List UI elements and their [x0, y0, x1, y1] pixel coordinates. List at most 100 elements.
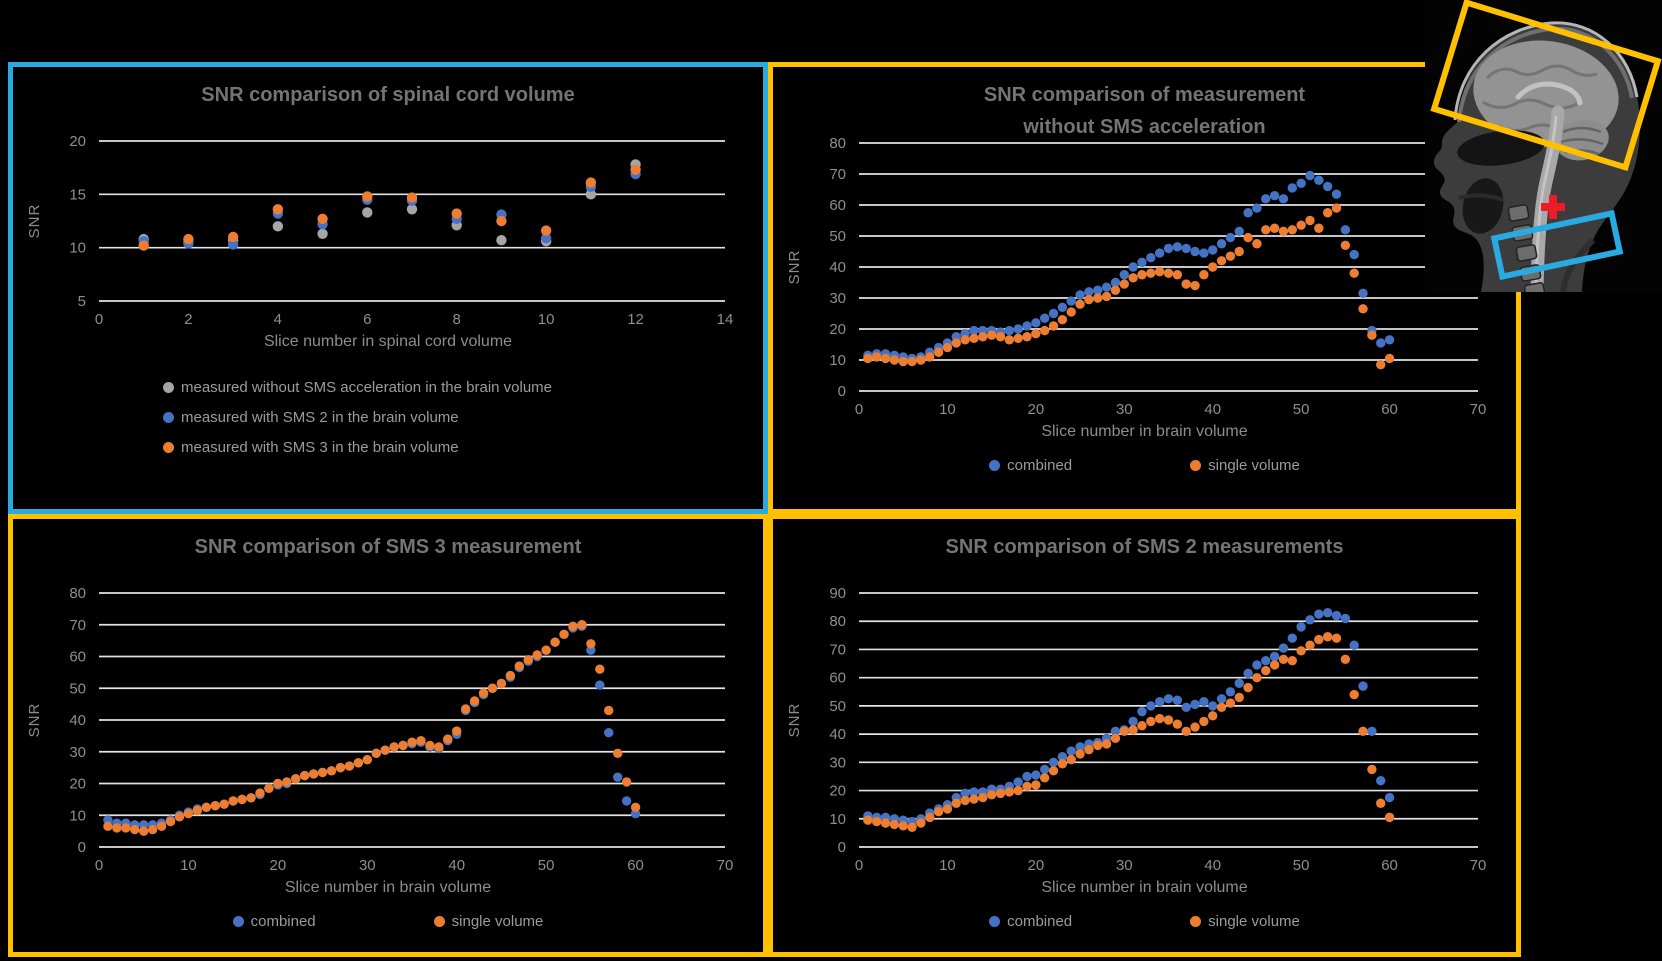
data-point [264, 783, 274, 793]
x-tick-label: 20 [1028, 857, 1045, 874]
data-point [291, 774, 301, 784]
data-point [1146, 268, 1156, 278]
data-point [1031, 318, 1041, 328]
legend-item: combined [232, 913, 316, 930]
data-point [1181, 243, 1191, 254]
legend-item: measured with SMS 2 in the brain volume [163, 409, 459, 426]
data-point [1314, 175, 1324, 185]
y-tick-label: 20 [69, 133, 86, 150]
data-point [969, 794, 979, 804]
data-point [577, 620, 587, 630]
legend-label: measured with SMS 3 in the brain volume [181, 439, 459, 456]
y-tick-label: 20 [829, 783, 846, 800]
data-point [138, 240, 149, 251]
data-point [1225, 698, 1236, 708]
data-point [1252, 672, 1262, 683]
data-point [1093, 740, 1103, 751]
data-point [1093, 293, 1103, 303]
data-point [192, 805, 203, 816]
data-point [916, 818, 926, 828]
data-point [1340, 613, 1351, 624]
data-point [1110, 285, 1121, 295]
data-point [1278, 226, 1289, 237]
data-point [1101, 739, 1112, 749]
data-point [1216, 702, 1227, 712]
data-point [540, 232, 552, 244]
data-point [1208, 701, 1218, 711]
sms2-chart-panel: SNR comparison of SMS 2 measurements 0 10… [768, 514, 1521, 957]
data-point [898, 356, 908, 367]
data-point [1269, 191, 1280, 201]
y-tick-label: 50 [69, 680, 86, 697]
data-point [604, 728, 614, 738]
x-tick-label: 30 [359, 857, 376, 874]
y-tick-label: 80 [829, 135, 846, 152]
legend-label: measured with SMS 2 in the brain volume [181, 409, 459, 426]
data-point [1349, 689, 1359, 700]
y-tick-label: 0 [78, 839, 86, 856]
data-point [1322, 181, 1333, 192]
data-point [406, 204, 418, 215]
data-point [1031, 780, 1041, 790]
y-tick-label: 5 [78, 293, 86, 310]
legend-label: combined [1007, 457, 1073, 474]
data-point [960, 795, 970, 806]
data-point [969, 333, 979, 343]
data-point [1190, 246, 1200, 257]
data-point [1057, 751, 1068, 762]
data-point [1314, 634, 1324, 645]
data-point [1146, 253, 1156, 263]
data-point [986, 790, 997, 800]
data-point [121, 823, 131, 833]
data-point [889, 355, 900, 365]
data-point [425, 740, 435, 751]
data-point [1031, 328, 1041, 339]
data-point [871, 352, 882, 362]
data-point [1048, 766, 1059, 776]
data-point [1269, 223, 1280, 233]
legend-label: single volume [1208, 457, 1300, 474]
data-point [1367, 726, 1377, 736]
data-point [595, 680, 605, 690]
data-point [1331, 633, 1342, 643]
x-axis-label: Slice number in brain volume [1041, 879, 1248, 896]
data-point [1384, 792, 1395, 803]
y-tick-label: 70 [829, 166, 846, 183]
data-point [889, 819, 900, 830]
y-tick-label: 60 [69, 649, 86, 666]
x-tick-label: 12 [627, 311, 644, 328]
data-point [282, 777, 292, 787]
data-point [1367, 764, 1377, 775]
x-tick-label: 70 [1470, 401, 1487, 418]
data-point [585, 189, 597, 200]
data-point [1208, 262, 1218, 272]
data-point [1040, 764, 1050, 775]
data-point [1119, 270, 1129, 280]
data-point [452, 726, 462, 736]
y-tick-label: 10 [829, 811, 846, 828]
y-tick-label: 70 [69, 617, 86, 634]
data-point [1004, 335, 1015, 345]
y-axis-title: SNR [26, 204, 43, 239]
legend-item: combined [989, 457, 1072, 474]
data-point [308, 769, 319, 779]
data-point [1287, 225, 1297, 235]
data-point [496, 215, 507, 227]
data-point [925, 812, 935, 823]
data-point [1137, 720, 1147, 731]
data-point [1181, 279, 1191, 289]
data-point [156, 821, 167, 832]
data-point [183, 808, 194, 819]
data-point [1040, 313, 1050, 323]
x-tick-label: 30 [1116, 857, 1133, 874]
data-point [1110, 733, 1121, 744]
data-point [1154, 266, 1165, 277]
data-point [272, 221, 284, 232]
data-point [389, 742, 399, 752]
data-point [1004, 325, 1015, 336]
data-point [1314, 609, 1324, 619]
data-point [1066, 307, 1076, 317]
data-point [1305, 215, 1315, 226]
data-point [1190, 722, 1200, 732]
data-point [1119, 279, 1129, 289]
